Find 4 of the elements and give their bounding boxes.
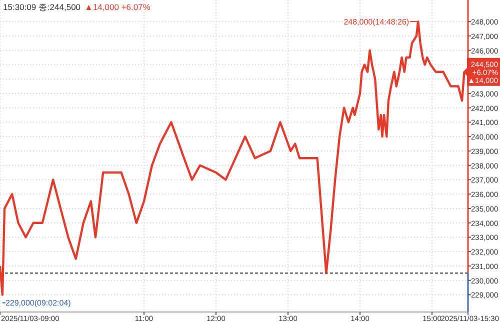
chart-title: 15:30:09 종:244,500 [3,2,81,12]
annotation: 248,000(14:48:26) [344,18,410,27]
annotation: 229,000(09:02:04) [5,298,72,308]
chart-subtitle: ▲14,000 +6.07% [84,2,151,12]
